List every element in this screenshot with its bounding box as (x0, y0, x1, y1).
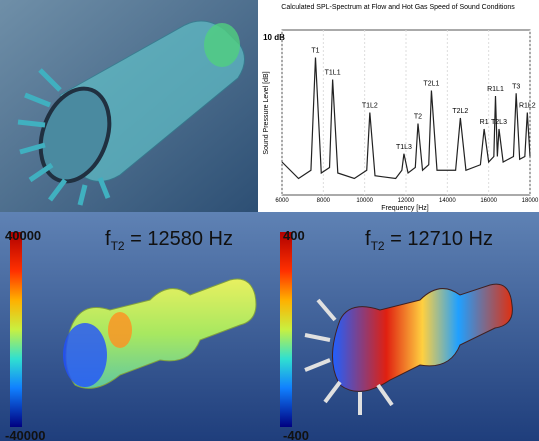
x-tick-label: 18000 (522, 198, 539, 204)
panel-bg (258, 0, 539, 212)
frequency-title: fT2 = 12710 Hz (365, 228, 493, 253)
figure: Calculated SPL-Spectrum at Flow and Hot … (0, 0, 539, 441)
peak-label: T1L3 (396, 144, 412, 151)
y-axis-label: Sound Pressure Level [dB] (263, 71, 270, 154)
mode-hotspot (63, 323, 107, 387)
x-tick-label: 6000 (275, 198, 289, 204)
spectrum-panel: Calculated SPL-Spectrum at Flow and Hot … (258, 0, 539, 212)
frequency-title: fT2 = 12580 Hz (105, 228, 233, 253)
colorbar (10, 232, 22, 427)
colorbar-min: -400 (283, 428, 309, 441)
peak-label: T2 (414, 114, 422, 121)
peak-label: T2L2 (452, 108, 468, 115)
page: Calculated SPL-Spectrum at Flow and Hot … (0, 0, 539, 441)
peak-label: T2L3 (491, 119, 507, 126)
subscript: T2 (111, 239, 125, 253)
colorbar (280, 232, 292, 427)
x-tick-label: 14000 (439, 198, 456, 204)
peak-label: T1 (311, 48, 319, 55)
peak-label: R1 (480, 119, 489, 126)
colorbar-max: 400 (283, 228, 305, 243)
x-tick-label: 16000 (480, 198, 497, 204)
peak-label: T1L2 (362, 103, 378, 110)
outlet (204, 23, 240, 67)
peak-label: T3 (512, 83, 520, 90)
frequency: = 12710 Hz (385, 228, 493, 250)
subscript: T2 (371, 239, 385, 253)
peak-label: R1L2 (519, 103, 536, 110)
chart-title: Calculated SPL-Spectrum at Flow and Hot … (281, 4, 515, 11)
x-tick-label: 8000 (317, 198, 331, 204)
colorbar-min: -40000 (5, 428, 45, 441)
mode-hotspot (108, 312, 132, 348)
colorbar-max: 40000 (5, 228, 41, 243)
model-panel (0, 0, 258, 212)
peak-label: T2L1 (423, 81, 439, 88)
peak-label: R1L1 (487, 86, 504, 93)
peak-label: T1L1 (325, 70, 341, 77)
x-axis-label: Frequency [Hz] (381, 205, 429, 212)
x-tick-label: 10000 (356, 198, 373, 204)
x-tick-label: 12000 (398, 198, 415, 204)
frequency: = 12580 Hz (125, 228, 233, 250)
